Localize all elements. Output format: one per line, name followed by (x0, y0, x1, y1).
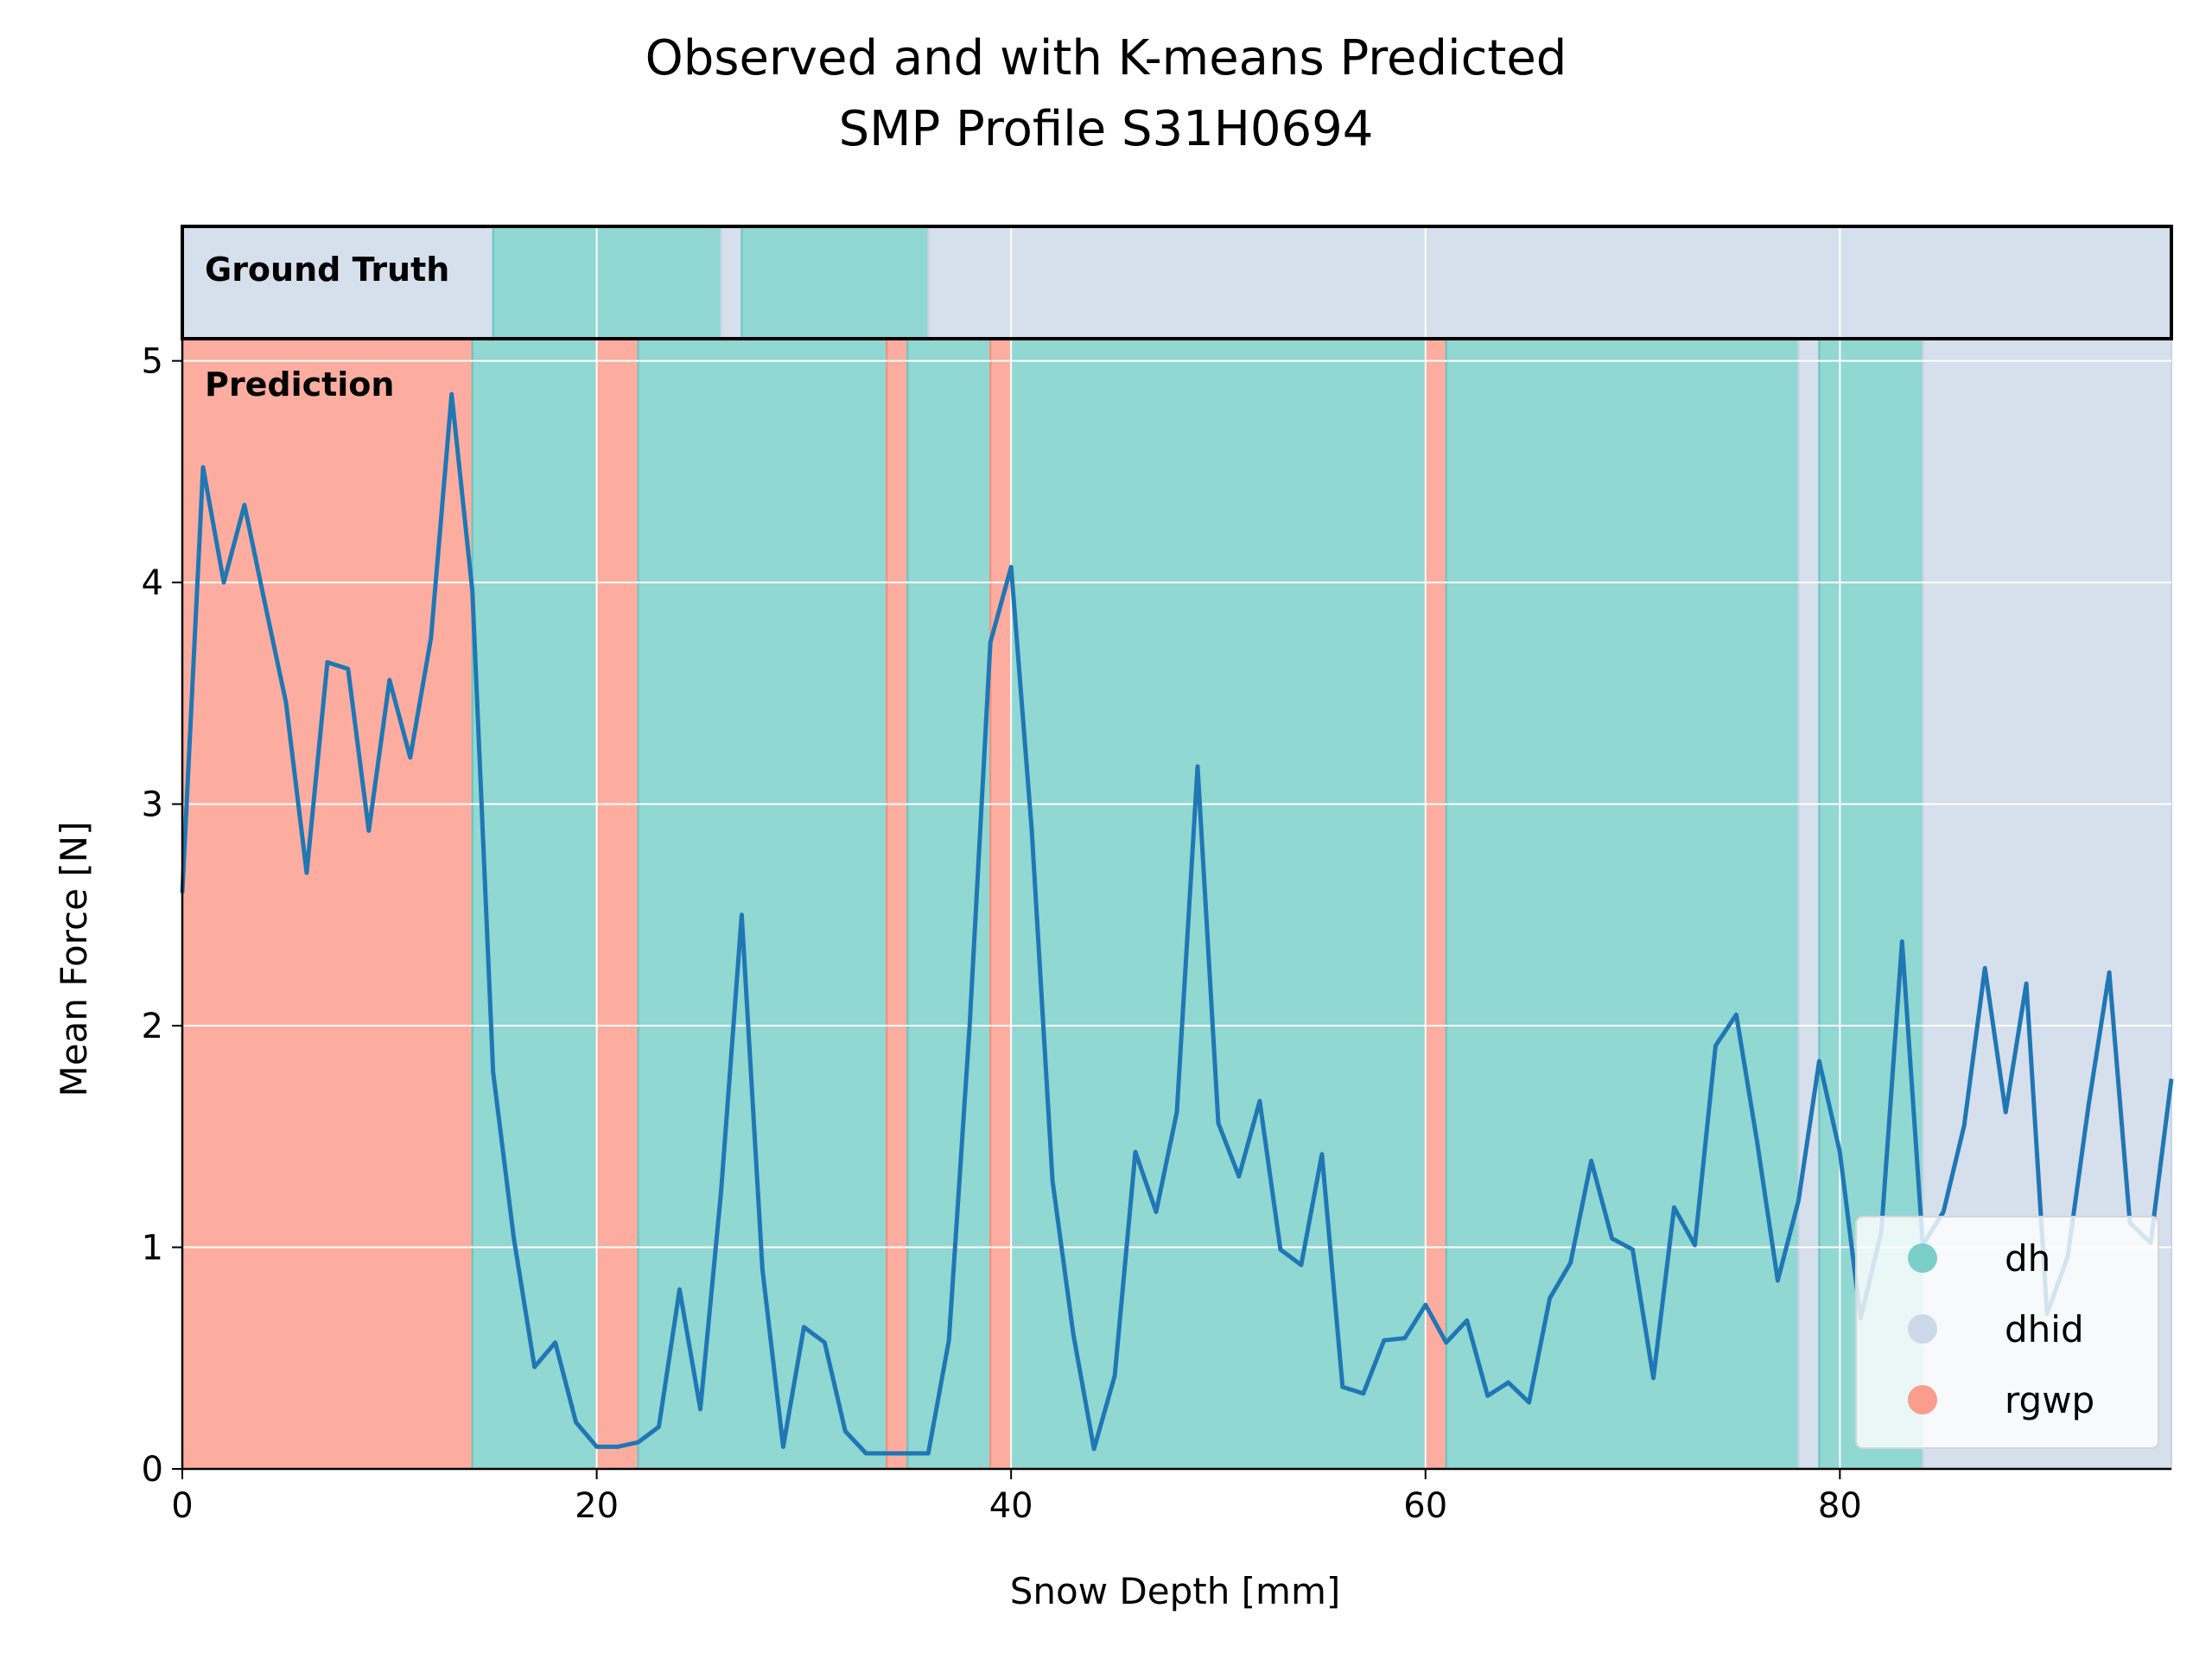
prediction-area (181, 338, 2172, 1470)
y-tick-label-4: 4 (142, 563, 163, 603)
chart-title-line-1: Observed and with K-means Predicted (645, 30, 1567, 86)
mean-force-series (180, 391, 2174, 1456)
prediction-band-2 (595, 338, 639, 1470)
prediction-band-3 (637, 338, 888, 1470)
prediction-band-0 (181, 338, 474, 1470)
x-tick-label-0: 0 (171, 1486, 193, 1526)
legend-label-dhid: dhid (2005, 1308, 2084, 1351)
prediction-band-9 (1445, 338, 1800, 1470)
legend-label-rgwp: rgwp (2005, 1379, 2094, 1421)
ground-truth-label: Ground Truth (205, 251, 449, 289)
y-tick-label-5: 5 (142, 342, 163, 382)
x-tick-label-40: 40 (989, 1486, 1033, 1526)
y-tick-label-2: 2 (142, 1007, 163, 1046)
ground-truth-band-4 (927, 226, 2172, 340)
x-tick-label-20: 20 (575, 1486, 619, 1526)
axes: 0 20 40 60 80 0 1 2 3 4 5 (142, 225, 2173, 1526)
mean-force-line (180, 391, 2174, 1456)
ground-truth-band-2 (720, 226, 743, 340)
prediction-band-6 (989, 338, 1013, 1470)
x-tick-label-80: 80 (1818, 1486, 1862, 1526)
prediction-band-8 (1424, 338, 1447, 1470)
legend-label-dh: dh (2005, 1237, 2050, 1280)
prediction-band-4 (886, 338, 909, 1470)
y-tick-label-0: 0 (142, 1450, 163, 1490)
ground-truth-band-3 (741, 226, 930, 340)
legend: dh dhid rgwp (1855, 1216, 2159, 1449)
prediction-band-1 (471, 338, 598, 1470)
y-tick-label-1: 1 (142, 1229, 163, 1268)
ground-truth-band-0 (181, 226, 494, 340)
legend-marker-rgwp (1908, 1385, 1937, 1414)
legend-marker-dhid (1908, 1314, 1937, 1344)
ground-truth-strip (181, 226, 2172, 340)
prediction-band-10 (1797, 338, 1821, 1470)
y-axis-label: Mean Force [N] (53, 822, 95, 1097)
legend-marker-dh (1908, 1243, 1937, 1273)
ground-truth-band-1 (492, 226, 722, 340)
x-tick-label-60: 60 (1403, 1486, 1447, 1526)
x-axis-label: Snow Depth [mm] (1010, 1570, 1341, 1612)
chart-title-line-2: SMP Profile S31H0694 (839, 101, 1374, 157)
prediction-band-7 (1010, 338, 1427, 1470)
y-tick-label-3: 3 (142, 785, 163, 825)
prediction-label: Prediction (205, 365, 394, 404)
ground-truth-frame (181, 225, 2173, 340)
